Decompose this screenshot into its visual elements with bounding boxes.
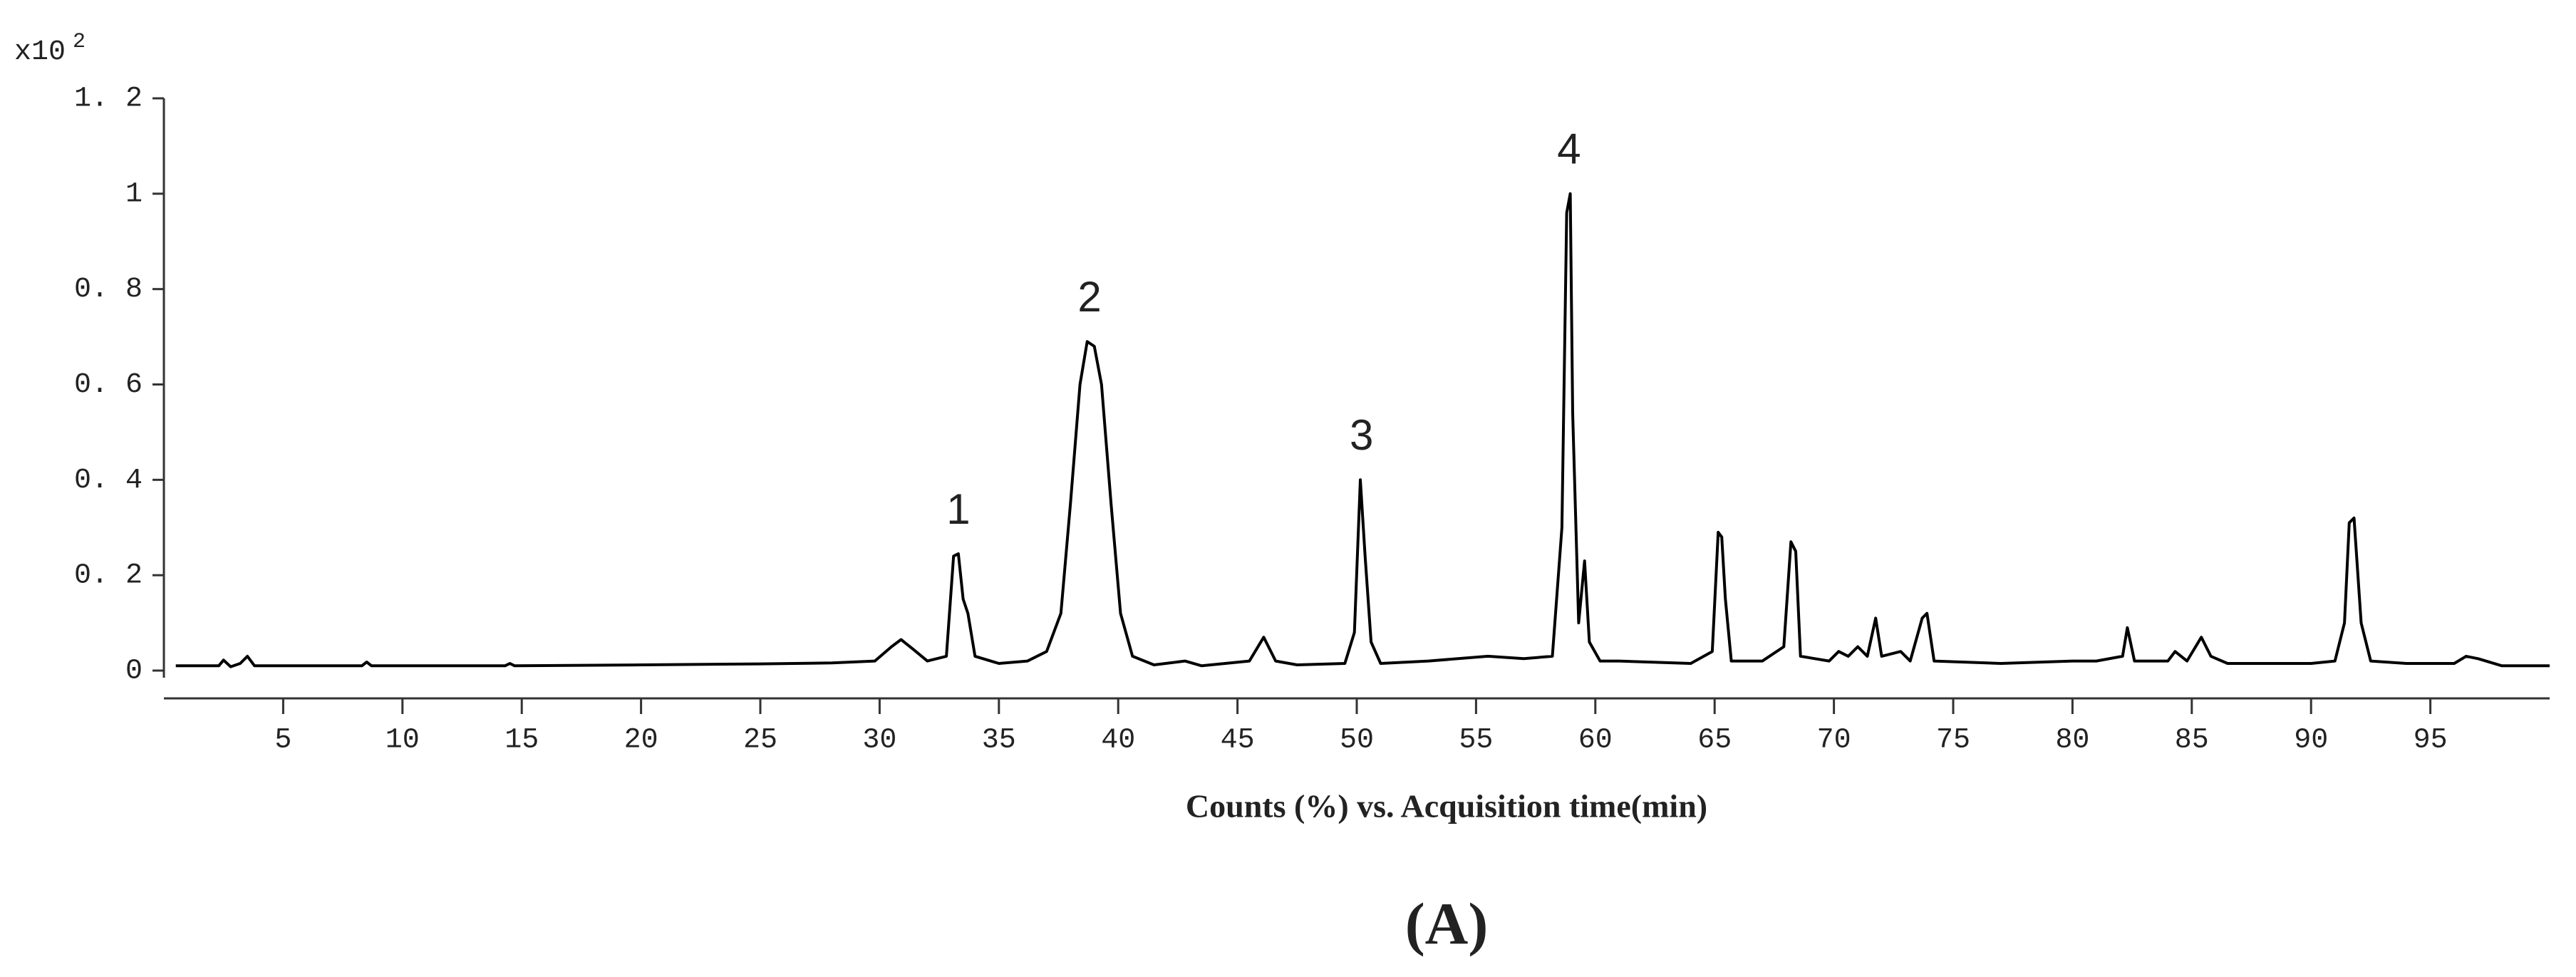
x-tick-label: 55 <box>1459 725 1493 757</box>
x-tick-label: 70 <box>1817 725 1851 757</box>
y-tick-label: 0. 8 <box>74 274 143 306</box>
peak-label: 3 <box>1350 411 1373 459</box>
x-tick-label: 20 <box>624 725 658 757</box>
panel-label: (A) <box>1405 891 1489 957</box>
x-tick-label: 40 <box>1101 725 1135 757</box>
y-multiplier: x10 2 <box>14 30 86 68</box>
x-tick-label: 95 <box>2414 725 2448 757</box>
x-tick-label: 60 <box>1578 725 1613 757</box>
y-tick-label: 0. 4 <box>74 465 143 497</box>
y-multiplier-base: x10 <box>14 36 66 68</box>
y-tick-label: 0. 2 <box>74 560 143 592</box>
y-tick-label: 1 <box>125 178 143 210</box>
peak-label: 4 <box>1557 125 1581 173</box>
x-tick-label: 50 <box>1340 725 1374 757</box>
y-tick-label: 0. 6 <box>74 369 143 401</box>
y-multiplier-exponent: 2 <box>73 30 86 54</box>
x-tick-label: 80 <box>2055 725 2089 757</box>
x-tick-label: 5 <box>274 725 291 757</box>
x-tick-label: 10 <box>386 725 420 757</box>
x-tick-label: 65 <box>1697 725 1732 757</box>
x-tick-label: 75 <box>1936 725 1970 757</box>
y-tick-label: 0 <box>125 656 143 688</box>
x-tick-label: 45 <box>1221 725 1255 757</box>
peak-label: 1 <box>946 485 970 533</box>
x-axis-title: Counts (%) vs. Acquisition time(min) <box>1186 788 1707 824</box>
x-tick-label: 85 <box>2175 725 2209 757</box>
x-tick-label: 35 <box>982 725 1016 757</box>
x-tick-label: 90 <box>2294 725 2328 757</box>
peak-label: 2 <box>1077 273 1101 321</box>
y-tick-label: 1. 2 <box>74 83 143 115</box>
x-tick-label: 15 <box>505 725 539 757</box>
chromatogram-line <box>175 192 2550 668</box>
x-tick-label: 25 <box>743 725 777 757</box>
x-tick-label: 30 <box>862 725 896 757</box>
